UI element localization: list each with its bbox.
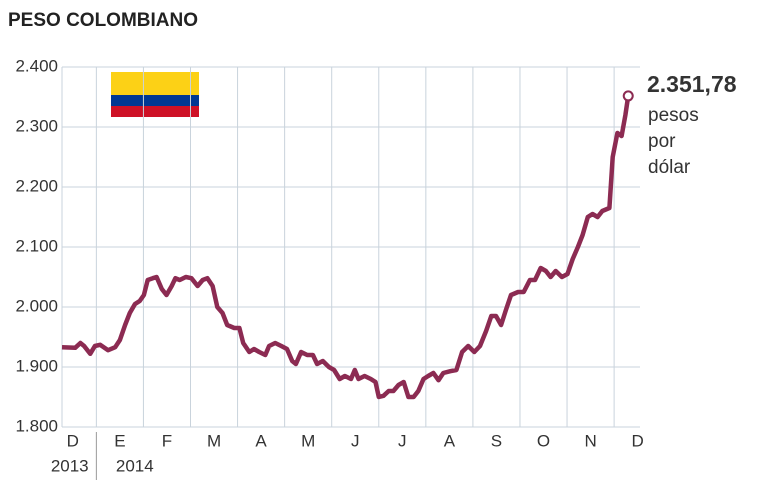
x-tick-label: J xyxy=(351,431,360,450)
x-tick-label: A xyxy=(255,431,267,450)
unit-label: pesos xyxy=(648,105,699,126)
x-tick-label: S xyxy=(491,431,502,450)
x-tick-label: D xyxy=(67,431,79,450)
last-value-label: 2.351,78 xyxy=(647,71,737,97)
x-tick-label: D xyxy=(632,431,644,450)
x-tick-label: M xyxy=(301,431,315,450)
flag-red xyxy=(111,106,199,117)
y-tick-label: 2.400 xyxy=(15,56,58,75)
y-tick-label: 1.800 xyxy=(15,416,58,435)
flag-blue xyxy=(111,95,199,106)
x-tick-label: N xyxy=(584,431,596,450)
x-tick-label: A xyxy=(444,431,456,450)
x-tick-label: M xyxy=(207,431,221,450)
y-tick-label: 2.200 xyxy=(15,176,58,195)
grid xyxy=(62,66,640,428)
x-tick-label: J xyxy=(398,431,407,450)
x-tick-label: E xyxy=(114,431,125,450)
unit-label: por xyxy=(648,131,676,152)
flag-yellow xyxy=(111,72,199,95)
flag xyxy=(111,72,199,117)
year-label: 2013 xyxy=(51,456,89,475)
end-marker xyxy=(622,90,634,102)
unit-label: dólar xyxy=(648,157,691,178)
y-tick-label: 2.100 xyxy=(15,236,58,255)
x-tick-label: O xyxy=(537,431,550,450)
year-label: 2014 xyxy=(116,456,154,475)
y-tick-label: 2.300 xyxy=(15,116,58,135)
y-tick-label: 1.900 xyxy=(15,356,58,375)
x-tick-label: F xyxy=(162,431,172,450)
line xyxy=(61,95,631,400)
chart-title: PESO COLOMBIANO xyxy=(8,10,198,31)
y-tick-label: 2.000 xyxy=(15,296,58,315)
